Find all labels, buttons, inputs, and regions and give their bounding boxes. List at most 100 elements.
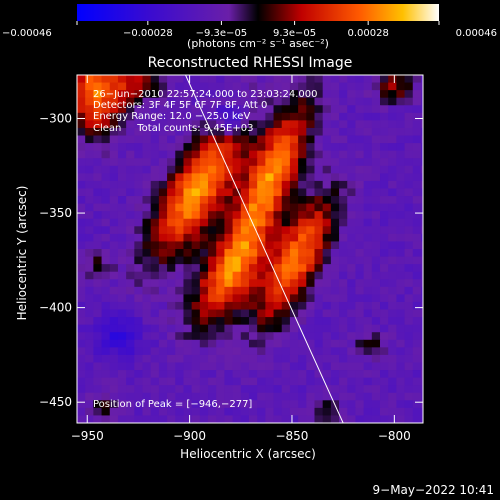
heatmap-cell bbox=[412, 90, 422, 99]
heatmap-cell bbox=[404, 249, 414, 257]
colorbar-tick-label: −9.3e−05 bbox=[196, 28, 248, 39]
heatmap-cell bbox=[306, 241, 315, 250]
heatmap-cell bbox=[85, 150, 94, 159]
heatmap-cell bbox=[388, 385, 397, 394]
heatmap-cell bbox=[404, 105, 414, 114]
heatmap-cell bbox=[314, 233, 324, 242]
heatmap-cell bbox=[126, 264, 135, 273]
heatmap-cell bbox=[322, 415, 332, 423]
heatmap-cell bbox=[167, 241, 176, 250]
heatmap-cell bbox=[126, 332, 135, 341]
heatmap-cell bbox=[420, 112, 423, 121]
heatmap-cell bbox=[388, 233, 397, 242]
heatmap-cell bbox=[404, 301, 414, 310]
heatmap-cell bbox=[248, 332, 258, 341]
heatmap-cell bbox=[363, 233, 373, 242]
annotation-detectors: Detectors: 3F 4F 5F 6F 7F 8F, Att 0 bbox=[93, 100, 267, 111]
heatmap-cell bbox=[396, 105, 405, 114]
heatmap-cell bbox=[339, 324, 348, 333]
heatmap-cell bbox=[273, 158, 283, 167]
heatmap-cell bbox=[314, 415, 324, 423]
heatmap-cell bbox=[191, 75, 201, 83]
heatmap-cell bbox=[142, 180, 152, 189]
heatmap-cell bbox=[306, 165, 315, 174]
heatmap-cell bbox=[363, 400, 373, 409]
heatmap-cell bbox=[175, 241, 184, 250]
heatmap-cell bbox=[281, 75, 291, 83]
heatmap-cell bbox=[150, 294, 160, 303]
heatmap-cell bbox=[281, 362, 291, 371]
heatmap-cell bbox=[347, 294, 356, 303]
heatmap-cell bbox=[339, 362, 348, 371]
heatmap-cell bbox=[232, 173, 242, 182]
heatmap-cell bbox=[158, 211, 168, 220]
heatmap-cell bbox=[420, 82, 423, 91]
heatmap-cell bbox=[396, 354, 405, 363]
heatmap-cell bbox=[330, 82, 340, 91]
heatmap-cell bbox=[117, 120, 127, 129]
heatmap-cell bbox=[380, 97, 389, 106]
heatmap-cell bbox=[371, 309, 381, 318]
heatmap-cell bbox=[298, 256, 307, 265]
heatmap-cell bbox=[93, 112, 102, 121]
heatmap-cell bbox=[248, 407, 258, 416]
heatmap-cell bbox=[93, 339, 102, 348]
heatmap-cell bbox=[281, 158, 291, 167]
heatmap-cell bbox=[412, 196, 422, 205]
heatmap-cell bbox=[77, 377, 86, 386]
heatmap-cell bbox=[404, 339, 414, 348]
heatmap-cell bbox=[109, 354, 119, 363]
heatmap-cell bbox=[216, 143, 225, 152]
heatmap-cell bbox=[142, 377, 152, 386]
heatmap-cell bbox=[77, 196, 86, 205]
heatmap-cell bbox=[142, 82, 152, 91]
heatmap-cell bbox=[77, 112, 86, 121]
heatmap-cell bbox=[175, 105, 184, 114]
heatmap-cell bbox=[208, 286, 217, 295]
heatmap-cell bbox=[404, 233, 414, 242]
heatmap-cell bbox=[363, 317, 373, 326]
heatmap-cell bbox=[404, 135, 414, 144]
heatmap-cell bbox=[339, 150, 348, 159]
heatmap-cell bbox=[371, 294, 381, 303]
heatmap-cell bbox=[109, 120, 119, 129]
heatmap-cell bbox=[306, 180, 315, 189]
heatmap-cell bbox=[306, 294, 315, 303]
heatmap-cell bbox=[298, 324, 307, 333]
heatmap-cell bbox=[380, 127, 389, 136]
heatmap-cell bbox=[150, 196, 160, 205]
heatmap-cell bbox=[257, 385, 266, 394]
heatmap-cell bbox=[322, 127, 332, 136]
heatmap-cell bbox=[117, 233, 127, 242]
solar-limb-line bbox=[185, 75, 344, 423]
heatmap-cell bbox=[306, 112, 315, 121]
heatmap-cell bbox=[330, 233, 340, 242]
heatmap-cell bbox=[355, 165, 365, 174]
heatmap-cell bbox=[388, 301, 397, 310]
heatmap-cell bbox=[289, 392, 299, 401]
heatmap-cell bbox=[150, 339, 160, 348]
heatmap-cell bbox=[183, 173, 193, 182]
heatmap-cell bbox=[314, 173, 324, 182]
heatmap-cell bbox=[240, 165, 250, 174]
heatmap-cell bbox=[248, 324, 258, 333]
heatmap-cell bbox=[314, 279, 324, 288]
heatmap-cell bbox=[224, 211, 233, 220]
heatmap-cell bbox=[183, 317, 193, 326]
heatmap-cell bbox=[420, 173, 423, 182]
heatmap-cell bbox=[322, 233, 332, 242]
heatmap-cell bbox=[257, 407, 266, 416]
heatmap-cell bbox=[404, 370, 414, 379]
heatmap-cell bbox=[420, 256, 423, 265]
heatmap-cell bbox=[281, 97, 291, 106]
heatmap-cell bbox=[281, 112, 291, 121]
heatmap-cell bbox=[330, 294, 340, 303]
heatmap-cell bbox=[380, 392, 389, 401]
heatmap-cell bbox=[404, 309, 414, 318]
heatmap-cell bbox=[330, 377, 340, 386]
heatmap-cell bbox=[298, 173, 307, 182]
heatmap-cell bbox=[167, 339, 176, 348]
heatmap-cell bbox=[396, 301, 405, 310]
heatmap-cell bbox=[314, 241, 324, 250]
heatmap-cell bbox=[257, 97, 266, 106]
